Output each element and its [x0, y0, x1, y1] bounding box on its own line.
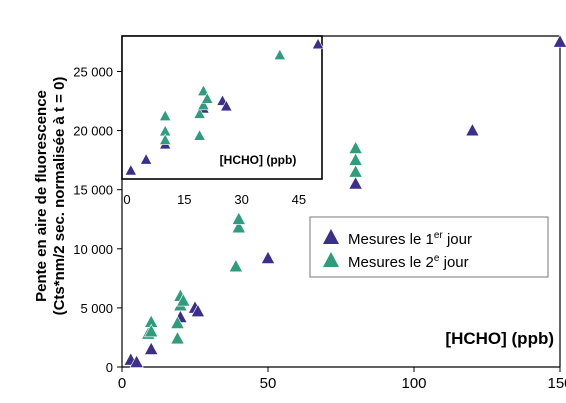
inset-x-tick-label: 30	[234, 192, 248, 207]
legend-box	[309, 216, 549, 278]
data-point-series2	[170, 330, 185, 345]
data-point-series1	[465, 122, 480, 137]
inset-data-point-series1	[139, 153, 153, 165]
data-point-series1	[129, 354, 144, 368]
data-point-series1	[552, 34, 566, 48]
inset-data-point-series1	[311, 37, 325, 50]
x-tick-label: 150	[547, 375, 566, 392]
inset-chart: 0 15 30 45 [HCHO] (ppb)	[121, 35, 325, 207]
y-axis-subtitle: (Cts*nm/2 sec. normalisée à t = 0)	[51, 77, 68, 316]
legend-marker-series2	[323, 252, 339, 267]
data-point-series2	[231, 211, 246, 225]
y-tick-label: 10 000	[73, 242, 113, 257]
inset-x-tick-label: 45	[292, 192, 306, 207]
main-data-points	[123, 34, 566, 368]
legend-label-series2: Mesures le 2e jour	[348, 253, 469, 271]
data-point-series2	[348, 140, 363, 154]
inset-data-point-series2	[197, 84, 210, 96]
y-axis-title: Pente en aire de fluorescence	[33, 90, 50, 302]
legend-label-series1: Mesures le 1er jour	[348, 230, 472, 248]
x-tick-label: 100	[401, 375, 426, 392]
data-point-series2	[228, 258, 244, 273]
inset-data-point-series2	[193, 107, 206, 119]
data-point-series1	[260, 250, 276, 264]
legend: Mesures le 1er jour Mesures le 2e jour	[309, 216, 549, 278]
x-tick-label: 0	[118, 375, 126, 392]
data-point-series1	[348, 176, 363, 190]
data-point-series1	[144, 341, 159, 355]
inset-frame	[121, 35, 323, 180]
x-tick-label: 50	[260, 375, 277, 392]
data-point-series2	[176, 293, 191, 307]
x-axis-title: [HCHO] (ppb)	[445, 329, 554, 348]
inset-data-point-series2	[158, 133, 172, 145]
y-tick-label: 15 000	[73, 183, 113, 198]
y-tick-label: 25 000	[73, 64, 113, 79]
y-tick-label: 0	[106, 360, 113, 375]
data-point-series2	[348, 152, 363, 166]
inset-data-point-series2	[273, 48, 287, 61]
inset-x-tick-label: 0	[123, 192, 130, 207]
inset-axis-ticks: 0 15 30 45	[123, 192, 306, 207]
inset-x-tick-label: 15	[177, 192, 191, 207]
data-point-series2	[144, 323, 159, 338]
inset-data-point-series2	[197, 98, 210, 111]
y-tick-label: 20 000	[73, 124, 113, 139]
inset-data-point-series2	[158, 109, 172, 121]
inset-data-point-series2	[201, 92, 214, 104]
data-point-series1	[190, 303, 206, 317]
legend-marker-series1	[323, 229, 339, 244]
inset-x-axis-title: [HCHO] (ppb)	[220, 153, 297, 167]
data-point-series2	[170, 315, 185, 329]
inset-data-point-series1	[124, 163, 138, 176]
inset-data-points	[124, 37, 325, 176]
data-point-series2	[231, 219, 246, 234]
inset-data-point-series2	[193, 129, 206, 141]
y-tick-label: 5 000	[80, 301, 113, 316]
data-point-series2	[348, 164, 363, 178]
inset-data-point-series1	[220, 99, 233, 112]
